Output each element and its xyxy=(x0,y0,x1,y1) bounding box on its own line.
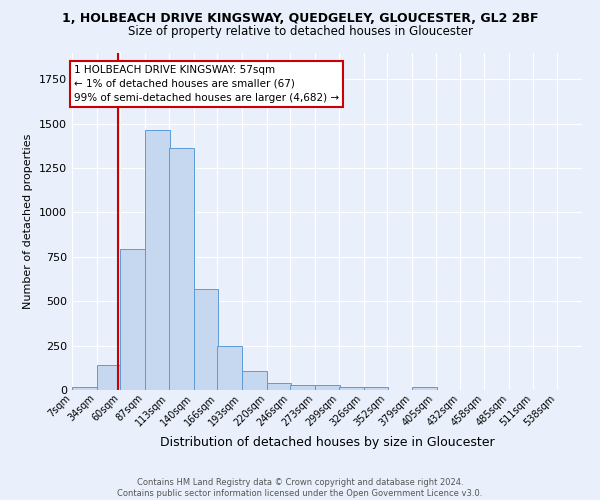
Bar xyxy=(97,365,121,390)
X-axis label: Distribution of detached houses by size in Gloucester: Distribution of detached houses by size … xyxy=(160,436,494,449)
Text: Size of property relative to detached houses in Gloucester: Size of property relative to detached ho… xyxy=(128,25,473,38)
Bar xyxy=(364,387,388,390)
Bar xyxy=(412,387,437,390)
Bar xyxy=(290,385,315,390)
Y-axis label: Number of detached properties: Number of detached properties xyxy=(23,134,34,309)
Bar xyxy=(217,346,242,390)
Bar xyxy=(339,388,364,390)
Text: 1 HOLBEACH DRIVE KINGSWAY: 57sqm
← 1% of detached houses are smaller (67)
99% of: 1 HOLBEACH DRIVE KINGSWAY: 57sqm ← 1% of… xyxy=(74,65,339,103)
Text: Contains HM Land Registry data © Crown copyright and database right 2024.
Contai: Contains HM Land Registry data © Crown c… xyxy=(118,478,482,498)
Bar xyxy=(266,383,292,390)
Text: 1, HOLBEACH DRIVE KINGSWAY, QUEDGELEY, GLOUCESTER, GL2 2BF: 1, HOLBEACH DRIVE KINGSWAY, QUEDGELEY, G… xyxy=(62,12,538,26)
Bar xyxy=(121,249,145,390)
Bar xyxy=(242,371,266,390)
Bar xyxy=(169,148,194,390)
Bar xyxy=(72,388,97,390)
Bar xyxy=(194,289,218,390)
Bar xyxy=(315,385,340,390)
Bar xyxy=(145,130,170,390)
